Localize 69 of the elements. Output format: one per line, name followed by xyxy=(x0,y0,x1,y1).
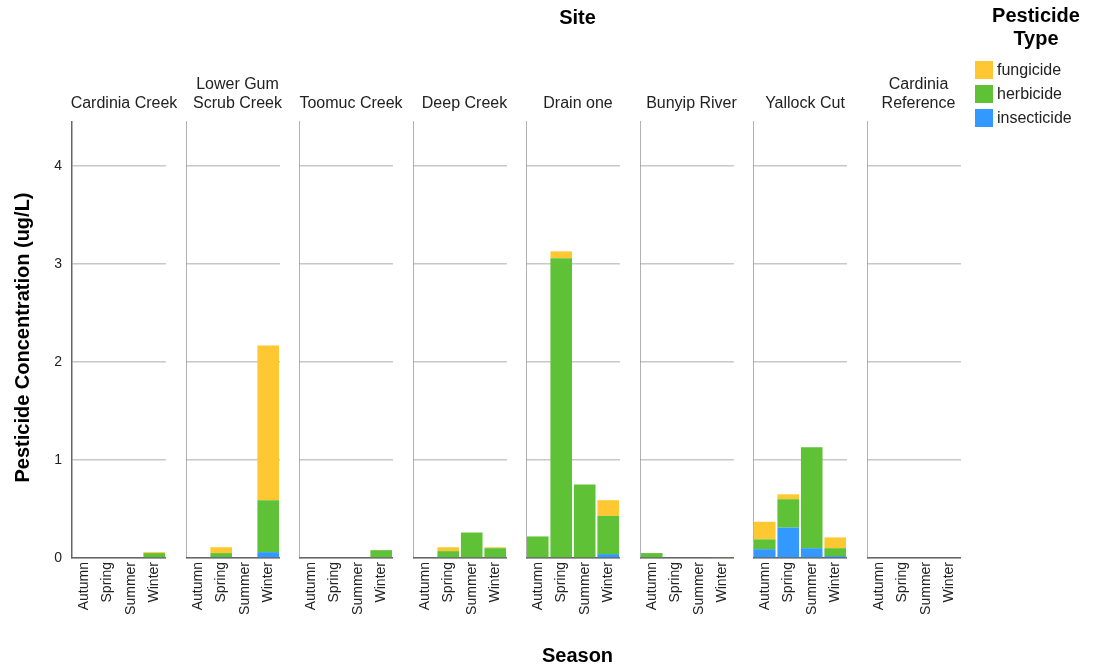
x-tick-label: Spring xyxy=(552,562,569,603)
chart-title: Bunyip River xyxy=(645,93,738,112)
bar xyxy=(753,539,776,550)
x-tick-label: Winter xyxy=(372,561,389,603)
chart-title: Cardinia Reference xyxy=(880,74,957,112)
x-tick-label: Autumn xyxy=(415,562,432,611)
x-tick-label: Winter xyxy=(712,561,729,603)
bar xyxy=(824,548,846,557)
legend-label: herbicide xyxy=(997,85,1062,103)
bar xyxy=(753,521,776,540)
x-tick-label: Spring xyxy=(438,562,455,603)
bar xyxy=(824,537,846,549)
y-tick-label: 0 xyxy=(54,548,63,565)
x-tick-label: Summer xyxy=(235,561,252,615)
x-tick-label: Summer xyxy=(916,561,933,615)
y-tick-label: 1 xyxy=(54,450,63,467)
legend-label: fungicide xyxy=(997,61,1062,79)
bar xyxy=(597,500,619,516)
x-tick-label: Spring xyxy=(98,562,115,603)
bar xyxy=(436,547,459,552)
x-tick-label: Summer xyxy=(462,561,479,615)
x-tick-label: Spring xyxy=(211,562,228,603)
bar xyxy=(209,547,232,554)
legend-label: insecticide xyxy=(997,109,1072,127)
x-tick-label: Autumn xyxy=(755,562,772,611)
y-tick-label: 4 xyxy=(54,156,63,173)
bar xyxy=(800,447,823,549)
bar xyxy=(777,494,800,500)
chart-title: Lower Gum Scrub Creek xyxy=(192,74,283,112)
x-tick-label: Winter xyxy=(826,561,843,603)
x-tick-label: Winter xyxy=(599,561,616,603)
chart-title: Deep Creek xyxy=(420,93,509,112)
y-axis-title: Pesticide Concentration (ug/L) xyxy=(10,191,34,485)
x-tick-label: Winter xyxy=(485,561,502,603)
bar xyxy=(550,251,573,259)
x-tick-label: Winter xyxy=(939,561,956,603)
x-tick-label: Autumn xyxy=(301,562,318,611)
chart-title: Toomuc Creek xyxy=(298,93,404,112)
bar xyxy=(209,553,232,558)
x-tick-label: Summer xyxy=(348,561,365,615)
legend-title: Pesticide Type xyxy=(991,4,1081,50)
text: Site xyxy=(558,6,597,29)
chart-title: Drain one xyxy=(542,93,614,112)
x-tick-label: Autumn xyxy=(528,562,545,611)
x-tick-label: Spring xyxy=(325,562,342,603)
bar xyxy=(256,345,279,501)
y-tick-label: 3 xyxy=(54,254,63,271)
bar xyxy=(777,499,800,528)
bar xyxy=(436,551,459,558)
x-tick-label: Autumn xyxy=(642,562,659,611)
x-tick-label: Autumn xyxy=(869,562,886,611)
x-tick-label: Spring xyxy=(665,562,682,603)
x-tick-label: Autumn xyxy=(74,562,91,611)
chart-title: Cardinia Creek xyxy=(70,93,178,112)
x-tick-label: Summer xyxy=(802,561,819,615)
chart-title: Yallock Cut xyxy=(764,93,846,112)
x-tick-label: Autumn xyxy=(188,562,205,611)
bar xyxy=(597,554,619,558)
x-tick-label: Spring xyxy=(779,562,796,603)
bar xyxy=(256,552,279,558)
x-axis-title: Season xyxy=(540,644,615,667)
x-tick-label: Summer xyxy=(575,561,592,615)
x-tick-label: Summer xyxy=(689,561,706,615)
x-tick-label: Summer xyxy=(121,561,138,615)
x-tick-label: Winter xyxy=(258,561,275,603)
y-tick-label: 2 xyxy=(54,352,63,369)
bar xyxy=(256,500,279,553)
x-tick-label: Winter xyxy=(145,561,162,603)
x-tick-label: Spring xyxy=(892,562,909,603)
